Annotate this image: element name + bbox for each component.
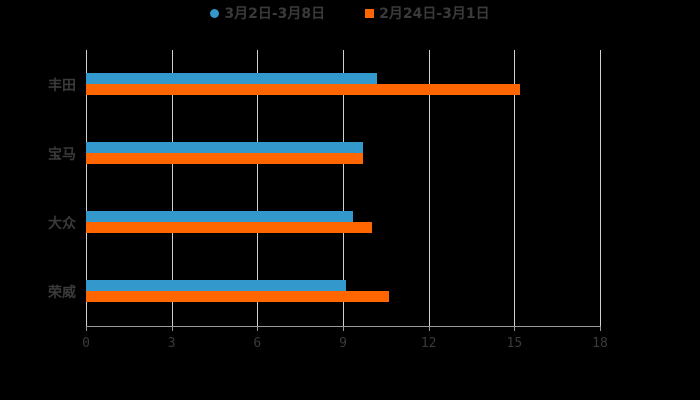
gridline xyxy=(428,50,430,326)
axis-tick xyxy=(257,326,259,331)
x-tick-label: 9 xyxy=(339,336,347,351)
category-label: 大众 xyxy=(48,216,76,232)
bar-series0[interactable] xyxy=(86,73,378,84)
x-tick-label: 3 xyxy=(167,336,176,351)
x-tick-label: 18 xyxy=(592,336,608,351)
x-tick-label: 6 xyxy=(253,336,262,351)
bar-series0[interactable] xyxy=(86,211,353,222)
circle-marker-icon xyxy=(210,8,220,18)
axis-tick xyxy=(86,326,87,331)
bar-series0[interactable] xyxy=(86,142,363,153)
gridline xyxy=(86,50,87,326)
axis-tick xyxy=(343,326,344,331)
bar-series1[interactable] xyxy=(86,153,363,164)
category-label: 宝马 xyxy=(48,147,76,163)
bar-series1[interactable] xyxy=(86,222,372,233)
x-tick-label: 0 xyxy=(82,336,90,351)
x-tick-label: 12 xyxy=(420,336,437,351)
bar-series1[interactable] xyxy=(86,291,389,302)
x-axis xyxy=(86,326,600,327)
gridline xyxy=(600,50,601,326)
axis-tick xyxy=(600,326,601,331)
axis-tick xyxy=(514,326,516,331)
gridline xyxy=(514,50,516,326)
category-label: 丰田 xyxy=(48,78,76,94)
bar-series0[interactable] xyxy=(86,280,346,291)
axis-tick xyxy=(428,326,430,331)
gridline xyxy=(171,50,173,326)
gridline xyxy=(257,50,259,326)
legend-label: 3月2日-3月8日 xyxy=(224,6,326,22)
bar-series1[interactable] xyxy=(86,84,521,95)
legend: 3月2日-3月8日 2月24日-3月1日 xyxy=(0,4,700,22)
gridline xyxy=(343,50,344,326)
legend-item-series0[interactable]: 3月2日-3月8日 xyxy=(210,4,325,22)
legend-label: 2月24日-3月1日 xyxy=(379,6,490,22)
square-marker-icon xyxy=(365,8,375,18)
x-tick-label: 15 xyxy=(506,336,523,351)
axis-tick xyxy=(171,326,173,331)
legend-item-series1[interactable]: 2月24日-3月1日 xyxy=(365,4,490,22)
category-label: 荣威 xyxy=(48,285,76,301)
